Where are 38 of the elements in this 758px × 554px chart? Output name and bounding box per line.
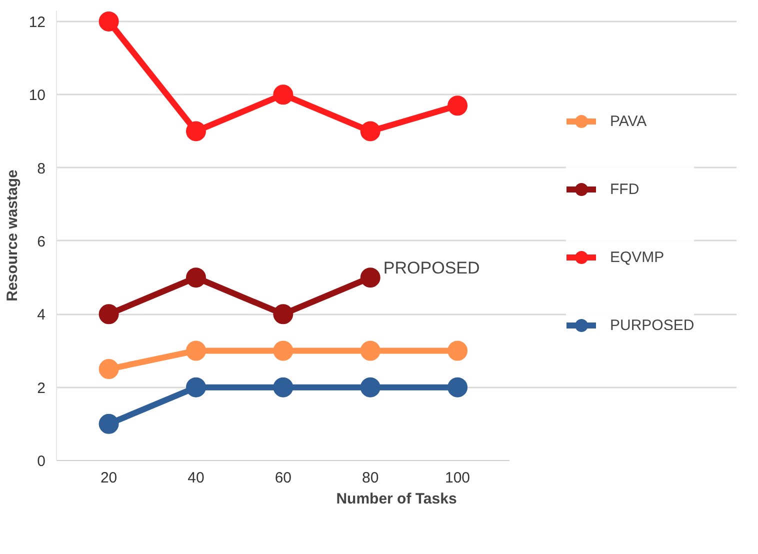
point [360,340,380,361]
legend-label: EQVMP [610,248,664,266]
x-tick-label: 100 [445,470,470,486]
point [448,377,468,398]
point [98,11,119,32]
legend-label: FFD [610,180,640,198]
point [448,340,468,361]
y-tick-label: 2 [37,380,46,397]
y-tick-label: 12 [28,14,46,31]
point [186,377,206,398]
x-tick-label: 40 [188,470,204,486]
y-tick-label: 4 [37,306,46,324]
x-axis-title: Number of Tasks [336,490,457,508]
point [273,340,294,361]
x-tick-label: 60 [274,470,292,486]
x-tick-label: 20 [100,470,118,486]
annotation: PROPOSED [383,258,480,278]
legend-label: PAVA [610,112,647,130]
y-axis-title: Resource wastage [4,170,21,302]
point [360,121,380,142]
y-tick-label: 0 [37,453,46,470]
point [186,268,206,288]
point [98,359,119,380]
point [186,340,206,361]
point [360,268,380,288]
point [98,414,119,434]
point [448,96,468,116]
x-tick-label: 80 [362,470,379,486]
point [360,377,380,398]
point [273,84,294,105]
y-tick-label: 6 [37,233,46,250]
point [273,304,294,324]
legend-label: PURPOSED [610,316,694,334]
y-tick-label: 10 [28,87,46,104]
y-tick-label: 8 [37,160,46,178]
point [98,304,119,324]
point [273,377,294,398]
point [186,121,206,142]
